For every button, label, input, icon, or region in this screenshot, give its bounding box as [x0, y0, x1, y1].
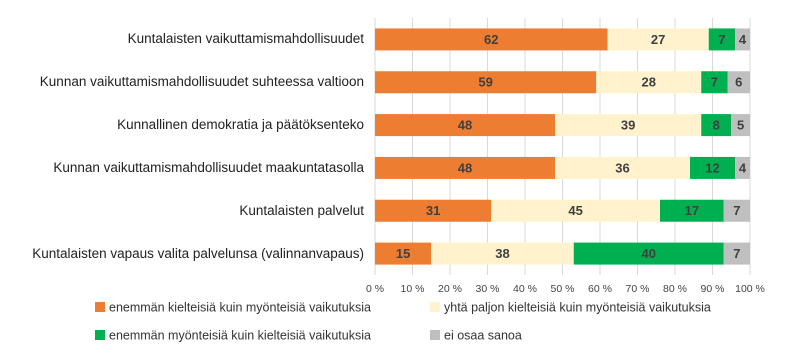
data-label: 36 — [615, 160, 629, 175]
x-tick-label: 30 % — [476, 283, 500, 295]
x-tick-label: 40 % — [513, 283, 537, 295]
data-label: 5 — [737, 118, 744, 133]
bar-segment — [701, 71, 728, 94]
y-tick-label: Kuntalaisten vaikuttamismahdollisuudet — [127, 31, 364, 47]
bar-segment — [701, 114, 732, 137]
data-label: 48 — [458, 160, 472, 175]
x-tick-label: 20 % — [438, 283, 462, 295]
y-tick-label: Kunnan vaikuttamismahdollisuudet suhtees… — [39, 74, 364, 90]
x-tick-label: 70 % — [626, 283, 650, 295]
bar-segment — [607, 28, 709, 51]
data-label: 7 — [711, 75, 718, 90]
bar-segment — [375, 242, 432, 265]
bar-segment — [573, 242, 724, 265]
bar-segment — [735, 156, 750, 179]
legend-swatch — [95, 302, 105, 312]
y-tick-label: Kunnallinen demokratia ja päätöksenteko — [117, 117, 364, 133]
x-tick-label: 100 % — [735, 283, 765, 295]
bar-segment — [375, 156, 555, 179]
x-tick-label: 90 % — [701, 283, 725, 295]
data-label: 7 — [733, 203, 740, 218]
data-label: 17 — [685, 203, 699, 218]
bar-segment — [660, 199, 724, 222]
bar-segment — [555, 114, 702, 137]
data-label: 27 — [651, 32, 665, 47]
legend-swatch — [95, 330, 105, 340]
data-label: 28 — [642, 75, 656, 90]
bar-segment — [723, 199, 750, 222]
data-label: 8 — [713, 118, 720, 133]
x-tick-label: 50 % — [551, 283, 575, 295]
bar-segment — [731, 114, 750, 137]
bar-segment — [555, 156, 690, 179]
data-label: 62 — [484, 32, 498, 47]
data-label: 7 — [718, 32, 725, 47]
legend-label: enemmän myönteisiä kuin kielteisiä vaiku… — [109, 328, 371, 342]
legend-swatch — [430, 330, 440, 340]
x-tick-label: 60 % — [588, 283, 612, 295]
bar-segment — [690, 156, 735, 179]
data-label: 12 — [705, 160, 719, 175]
data-label: 59 — [478, 75, 492, 90]
legend-label: yhtä paljon kielteisiä kuin myönteisiä v… — [444, 300, 711, 314]
data-label: 39 — [621, 118, 635, 133]
bar-segment — [723, 242, 750, 265]
bar-segment — [431, 242, 574, 265]
bar-segment — [727, 71, 750, 94]
data-label: 4 — [739, 160, 747, 175]
bar-segment — [375, 71, 597, 94]
data-label: 6 — [735, 75, 742, 90]
data-label: 4 — [739, 32, 747, 47]
x-tick-label: 80 % — [663, 283, 687, 295]
legend-label: ei osaa sanoa — [444, 328, 522, 342]
legend-label: enemmän kielteisiä kuin myönteisiä vaiku… — [109, 300, 371, 314]
x-tick-label: 10 % — [401, 283, 425, 295]
y-tick-label: Kunnan vaikuttamismahdollisuudet maakunt… — [53, 159, 364, 175]
data-label: 7 — [733, 246, 740, 261]
data-label: 31 — [426, 203, 440, 218]
data-label: 15 — [396, 246, 410, 261]
bar-segment — [735, 28, 750, 51]
data-label: 38 — [495, 246, 509, 261]
bar-segment — [491, 199, 660, 222]
bar-segment — [708, 28, 735, 51]
bar-segment — [375, 199, 492, 222]
data-label: 45 — [568, 203, 582, 218]
data-label: 40 — [642, 246, 656, 261]
y-tick-label: Kuntalaisten palvelut — [239, 202, 364, 218]
bar-segment — [375, 28, 608, 51]
bar-segment — [596, 71, 702, 94]
legend-swatch — [430, 302, 440, 312]
x-tick-label: 0 % — [366, 283, 384, 295]
y-tick-label: Kuntalaisten vapaus valita palvelunsa (v… — [32, 245, 364, 261]
data-label: 48 — [458, 118, 472, 133]
bar-segment — [375, 114, 555, 137]
